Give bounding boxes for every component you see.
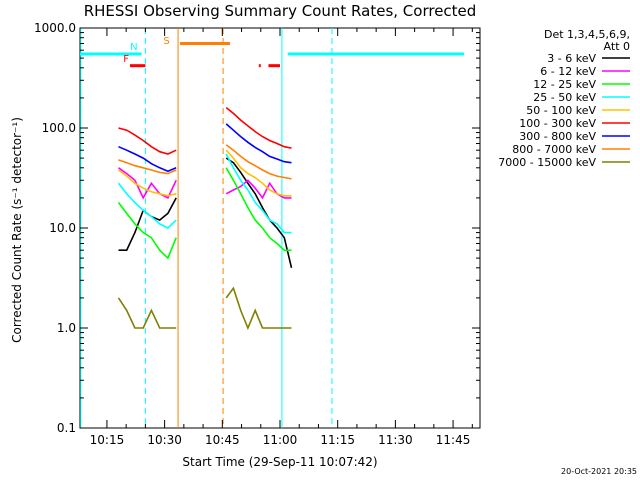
series-line — [225, 286, 292, 331]
series-line — [225, 153, 292, 234]
y-axis-label: Corrected Count Rate (s⁻¹ detector⁻¹) — [10, 117, 24, 343]
series-line — [225, 123, 292, 164]
flag-label: N — [130, 42, 137, 53]
x-tick-label: 10:30 — [147, 433, 182, 447]
series-line — [117, 182, 177, 229]
timestamp: 20-Oct-2021 20:35 — [561, 467, 637, 476]
series-line — [225, 144, 292, 180]
flag-label: S — [163, 36, 169, 47]
series-line — [118, 145, 177, 173]
y-tick-label: 10.0 — [49, 221, 76, 235]
x-tick-label: 11:45 — [436, 433, 471, 447]
legend-header: Att 0 — [604, 40, 630, 53]
y-tick-label: 1000.0 — [34, 21, 76, 35]
x-axis: 10:15 10:30 10:45 11:00 11:15 11:30 11:45 — [90, 28, 473, 447]
series-line — [118, 127, 177, 155]
legend-entry-label: 25 - 50 keV — [533, 91, 596, 104]
series-line — [225, 106, 292, 149]
series-line — [117, 297, 177, 329]
series-line — [225, 149, 292, 197]
series-line — [225, 157, 293, 268]
plot-area: FN S — [79, 27, 481, 429]
legend-entry-label: 50 - 100 keV — [526, 104, 596, 117]
y-axis: 0.1 1.0 10.0 100.0 1000.0 — [34, 21, 480, 435]
series-line — [225, 167, 292, 251]
legend-entry-label: 6 - 12 keV — [540, 65, 596, 78]
legend-entry-label: 300 - 800 keV — [519, 130, 596, 143]
flag-label: F — [123, 54, 129, 65]
y-tick-label: 0.1 — [57, 421, 76, 435]
series-line — [118, 159, 177, 175]
x-axis-label: Start Time (29-Sep-11 10:07:42) — [182, 455, 377, 469]
legend-entry-label: 12 - 25 keV — [533, 78, 596, 91]
series-line — [118, 197, 177, 251]
legend-entry-label: 3 - 6 keV — [547, 52, 596, 65]
x-tick-label: 11:00 — [263, 433, 298, 447]
legend-entry-label: 100 - 300 keV — [519, 117, 596, 130]
x-tick-label: 11:15 — [320, 433, 355, 447]
chart-title: RHESSI Observing Summary Count Rates, Co… — [84, 2, 477, 20]
x-tick-label: 11:30 — [378, 433, 413, 447]
legend-header: Det 1,3,4,5,6,9, — [544, 28, 630, 41]
series-line — [118, 169, 177, 197]
legend-entry-label: 800 - 7000 keV — [512, 143, 596, 156]
series-line — [117, 202, 177, 260]
y-tick-label: 1.0 — [57, 321, 76, 335]
x-tick-label: 10:45 — [205, 433, 240, 447]
legend-entry-label: 7000 - 15000 keV — [498, 156, 596, 169]
x-tick-label: 10:15 — [90, 433, 125, 447]
y-tick-label: 100.0 — [42, 121, 76, 135]
